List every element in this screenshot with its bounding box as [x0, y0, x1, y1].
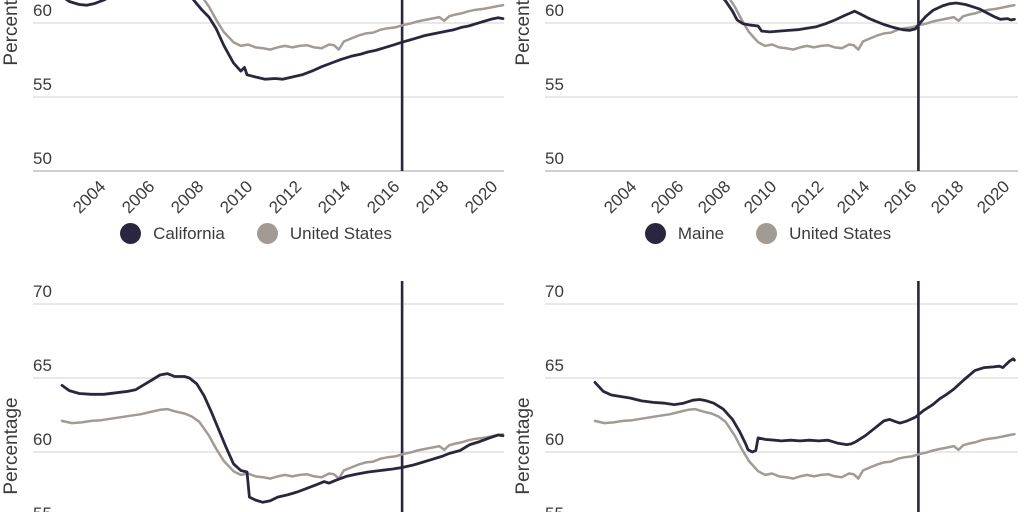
- legend-item-united-states: United States: [256, 223, 392, 244]
- y-axis-label: Percentage: [1, 397, 22, 495]
- top-right-plot-canvas: [545, 0, 1018, 172]
- y-tick-label-60: 60: [545, 430, 564, 449]
- legend-label-california: California: [153, 223, 225, 243]
- legend-item-united-states: United States: [756, 223, 891, 244]
- y-tick-label-60: 60: [33, 1, 52, 20]
- legend-swatch-maine-icon: [644, 223, 666, 244]
- legend-label-united-states: United States: [289, 223, 392, 243]
- chart-panel-top-left: 5055606570200420062008201020122014201620…: [0, 0, 512, 257]
- legend: Maine United States: [512, 223, 1024, 244]
- bottom-left-plot-canvas: [33, 281, 505, 512]
- maine-line: [722, 0, 1016, 34]
- legend: California United States: [0, 223, 512, 244]
- legend-label-united-states: United States: [789, 223, 892, 243]
- y-tick-label-50: 50: [33, 149, 52, 168]
- state-line: [60, 372, 505, 504]
- y-tick-label-60: 60: [545, 1, 564, 20]
- bottom-right-plot-canvas: [545, 281, 1018, 512]
- united-states-line: [202, 0, 505, 51]
- y-tick-label-70: 70: [33, 282, 52, 301]
- chart-panel-bottom-left: 5055606570200420062008201020122014201620…: [0, 256, 512, 512]
- y-tick-label-70: 70: [545, 282, 564, 301]
- y-axis-label: Percentage: [1, 0, 22, 66]
- chart-panel-bottom-right: 5055606570200420062008201020122014201620…: [512, 256, 1024, 512]
- california-line: [64, 0, 505, 81]
- y-tick-label-55: 55: [33, 75, 52, 94]
- legend-item-california: California: [120, 223, 225, 244]
- y-tick-label-55: 55: [33, 504, 52, 512]
- y-axis-label: Percentage: [513, 0, 534, 66]
- legend-item-maine: Maine: [644, 223, 725, 244]
- united-states-line: [60, 407, 505, 480]
- united-states-line: [728, 0, 1016, 51]
- top-left-plot-canvas: [33, 0, 505, 172]
- state-line: [593, 357, 1016, 454]
- y-tick-label-65: 65: [545, 356, 564, 375]
- y-tick-label-60: 60: [33, 430, 52, 449]
- chart-panel-top-right: 5055606570200420062008201020122014201620…: [512, 0, 1024, 257]
- united-states-line: [593, 407, 1016, 480]
- y-tick-label-65: 65: [33, 356, 52, 375]
- legend-label-maine: Maine: [677, 223, 725, 243]
- legend-swatch-united-states-icon: [756, 223, 778, 244]
- y-tick-label-55: 55: [545, 504, 564, 512]
- y-tick-label-55: 55: [545, 75, 564, 94]
- y-axis-label: Percentage: [513, 397, 534, 495]
- legend-swatch-california-icon: [120, 223, 142, 244]
- y-tick-label-50: 50: [545, 149, 564, 168]
- legend-swatch-united-states-icon: [256, 223, 278, 244]
